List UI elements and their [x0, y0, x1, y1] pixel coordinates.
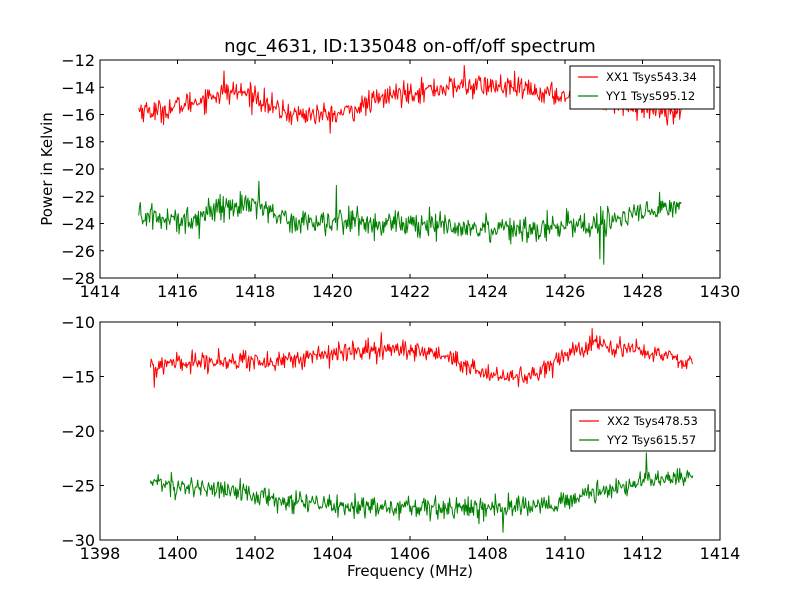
legend: XX2 Tsys478.53 YY2 Tsys615.57 — [570, 409, 716, 452]
legend-label: XX1 Tsys543.34 — [606, 70, 697, 84]
legend: XX1 Tsys543.34 YY1 Tsys595.12 — [569, 65, 715, 110]
x-axis-label: Frequency (MHz) — [347, 562, 473, 580]
chart-title: ngc_4631, ID:135048 on-off/off spectrum — [224, 36, 596, 57]
x-tick-label: 1402 — [235, 544, 276, 563]
x-tick-label: 1412 — [622, 544, 663, 563]
x-tick-label: 1418 — [235, 282, 276, 301]
legend-label: YY2 Tsys615.57 — [606, 433, 696, 447]
legend-box — [570, 409, 716, 452]
y-tick-label: −14 — [61, 78, 95, 97]
y-tick-label: −28 — [61, 269, 95, 288]
y-axis-label: Power in Kelvin — [38, 112, 56, 226]
y-tick-label: −15 — [61, 368, 95, 387]
x-tick-label: 1398 — [80, 544, 121, 563]
series-line-2-2 — [149, 452, 694, 533]
chart-panel-2: 1398 1400 1402 1404 1406 1408 1410 1412 1414 −30 −… — [61, 313, 740, 580]
y-tick-label: −24 — [61, 215, 95, 234]
y-tick-label: −26 — [61, 242, 95, 261]
series-line-1-2 — [138, 180, 682, 265]
y-tick-label: −12 — [61, 51, 95, 70]
x-tick-label: 1410 — [545, 544, 586, 563]
y-tick-label: −20 — [61, 160, 95, 179]
x-tick-label: 1420 — [312, 282, 353, 301]
x-tick-label: 1404 — [312, 544, 353, 563]
x-tick-label: 1400 — [157, 544, 198, 563]
chart-panel-1: 1414 1416 1418 1420 1422 1424 1426 1428 1430 −28 −… — [38, 36, 740, 301]
y-tick-label: −10 — [61, 313, 95, 332]
x-tick-label: 1408 — [467, 544, 508, 563]
x-tick-label: 1430 — [700, 282, 741, 301]
x-tick-label: 1406 — [390, 544, 431, 563]
series-line-2-1 — [149, 328, 694, 388]
x-tick-label: 1422 — [390, 282, 431, 301]
y-tick-label: −25 — [61, 477, 95, 496]
x-tick-label: 1414 — [80, 282, 121, 301]
y-tick-label: −20 — [61, 422, 95, 441]
x-tick-label: 1414 — [700, 544, 741, 563]
y-tick-label: −22 — [61, 187, 95, 206]
legend-label: XX2 Tsys478.53 — [607, 414, 698, 428]
y-tick-label: −30 — [61, 531, 95, 550]
y-tick-label: −16 — [61, 106, 95, 125]
x-tick-label: 1428 — [622, 282, 663, 301]
y-tick-label: −18 — [61, 133, 95, 152]
x-tick-label: 1424 — [467, 282, 508, 301]
x-tick-label: 1416 — [157, 282, 198, 301]
x-tick-label: 1426 — [545, 282, 586, 301]
legend-label: YY1 Tsys595.12 — [605, 89, 695, 103]
legend-box — [569, 65, 715, 110]
